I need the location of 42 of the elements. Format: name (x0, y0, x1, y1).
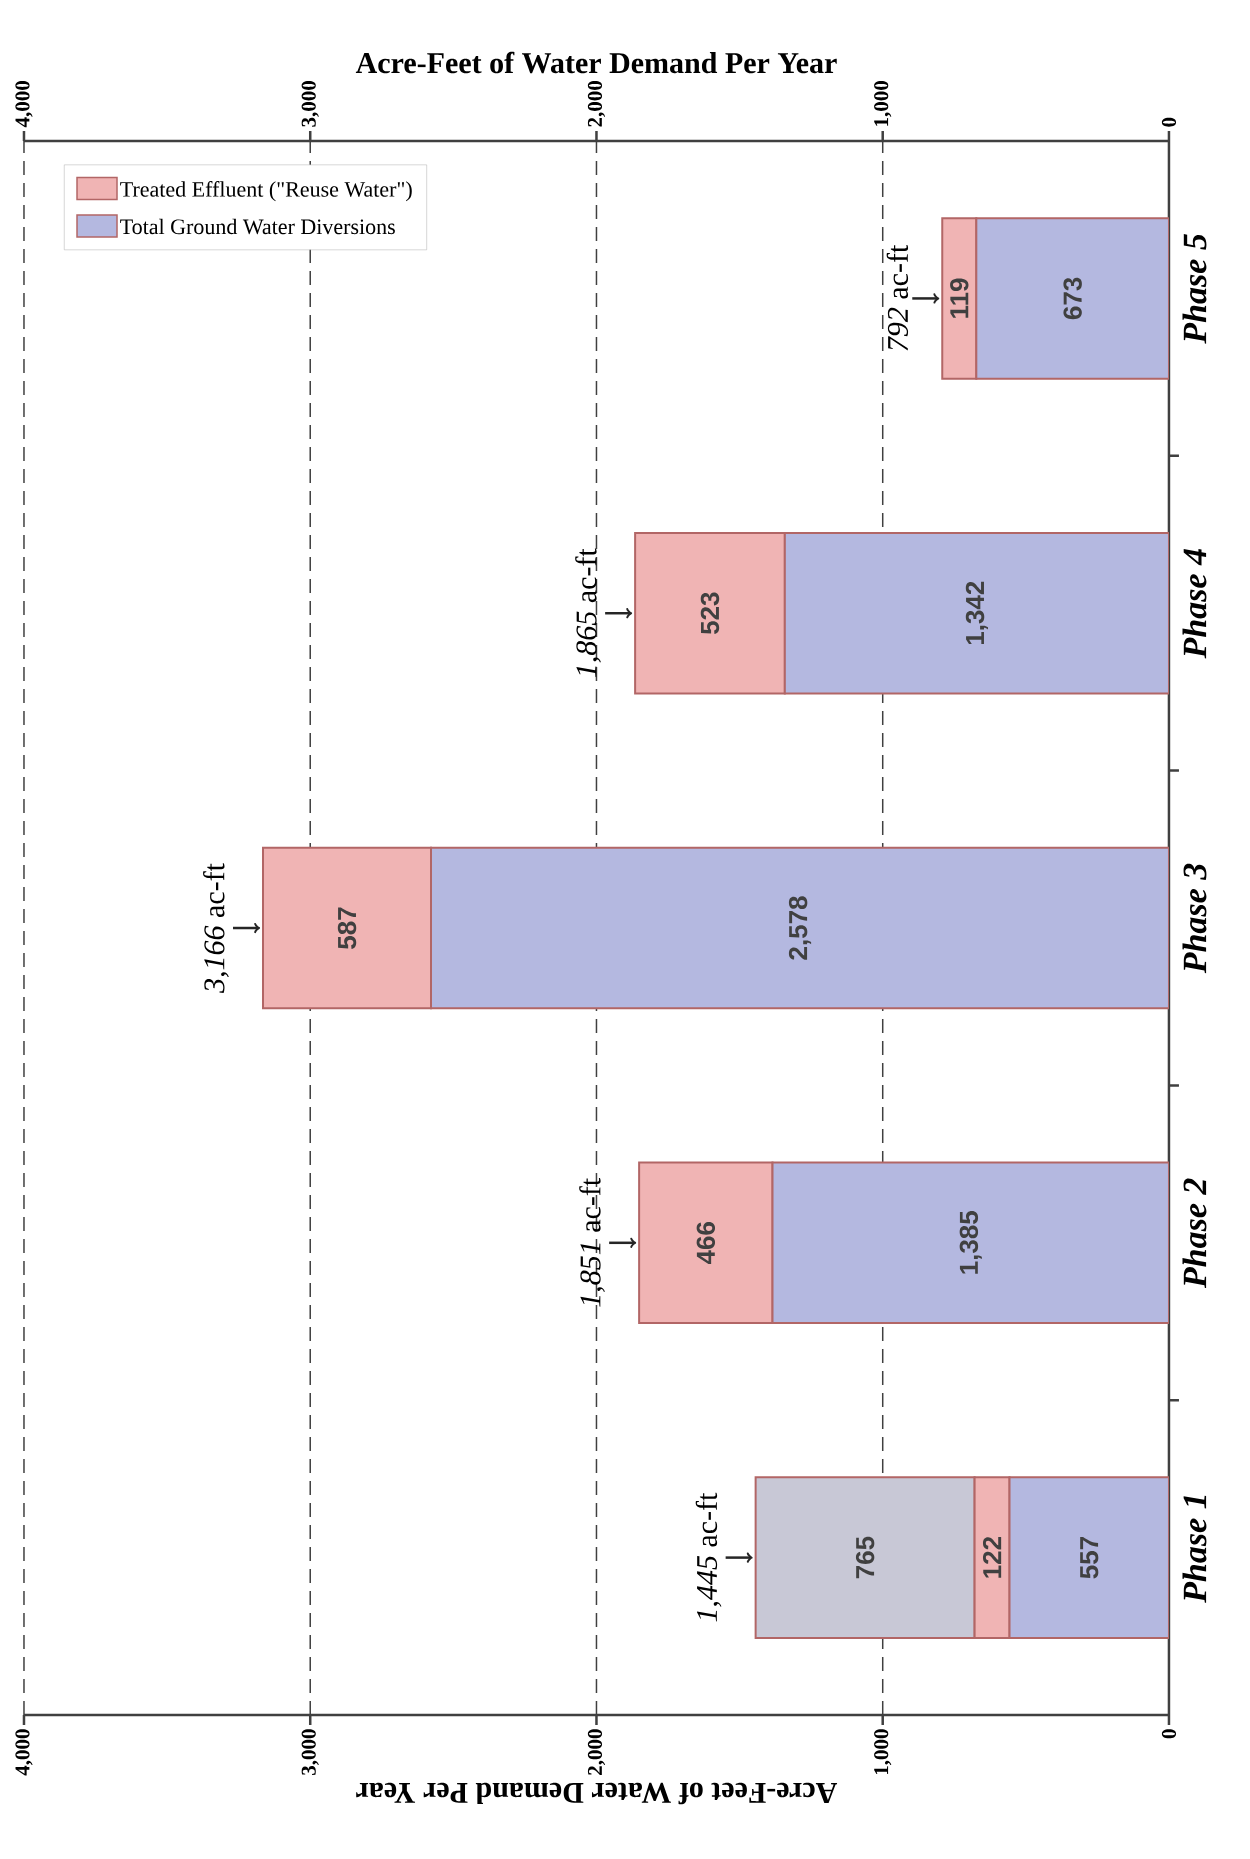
legend-label: Total Ground Water Diversions (120, 218, 395, 235)
total-label: 792 ac-ft (886, 244, 909, 351)
bar (975, 217, 1169, 380)
data-label: 557 (1080, 1537, 1099, 1579)
data-label: 523 (700, 592, 720, 635)
x-tick-label: 2,000 (587, 81, 606, 127)
data-label: 122 (982, 1536, 1002, 1578)
x2-axis-title: Acre-Feet of Water Demand Per Year (355, 51, 837, 74)
x2-tick-label: 1,000 (874, 1729, 892, 1775)
y-tick-label: Phase 5 (1182, 234, 1207, 344)
bar (634, 531, 786, 695)
data-label: 587 (337, 907, 357, 949)
x2-tick-label: 4,000 (15, 1729, 33, 1776)
total-label: 1,865 ac-ft (575, 548, 601, 678)
bar (1008, 1476, 1169, 1639)
bar (638, 1161, 774, 1325)
x2-tick-label: 0 (1161, 1729, 1177, 1739)
x-tick-label: 3,000 (301, 81, 319, 127)
x-tick-label: 1,000 (874, 81, 892, 126)
data-label: 1,385 (959, 1211, 982, 1274)
y-tick-label: Phase 3 (1182, 863, 1207, 974)
data-label: 2,578 (788, 896, 812, 960)
data-label: 765 (855, 1536, 875, 1579)
total-label: 1,851 ac-ft (579, 1178, 605, 1307)
x-axis-title: Acre-Feet of Water Demand Per Year (356, 1782, 838, 1805)
x-tick-label: 0 (1161, 117, 1177, 127)
bar (430, 846, 1169, 1010)
x-tick-label: 4,000 (15, 81, 33, 128)
y-tick-label: Phase 4 (1182, 549, 1207, 659)
data-label: 673 (1063, 277, 1082, 320)
data-label: 1,342 (965, 581, 988, 645)
bar (771, 1161, 1169, 1325)
legend-label: Treated Effluent ("Reuse Water") (120, 181, 412, 202)
bar (783, 531, 1169, 695)
data-label: 119 (950, 278, 969, 318)
y-tick-label: Phase 2 (1182, 1178, 1207, 1289)
total-label: 1,445 ac-ft (695, 1492, 722, 1622)
x2-tick-label: 3,000 (301, 1729, 319, 1775)
total-label: 3,166 ac-ft (203, 863, 229, 994)
x2-tick-label: 2,000 (587, 1729, 606, 1775)
y-tick-label: Phase 1 (1182, 1495, 1207, 1603)
data-label: 466 (696, 1222, 716, 1265)
